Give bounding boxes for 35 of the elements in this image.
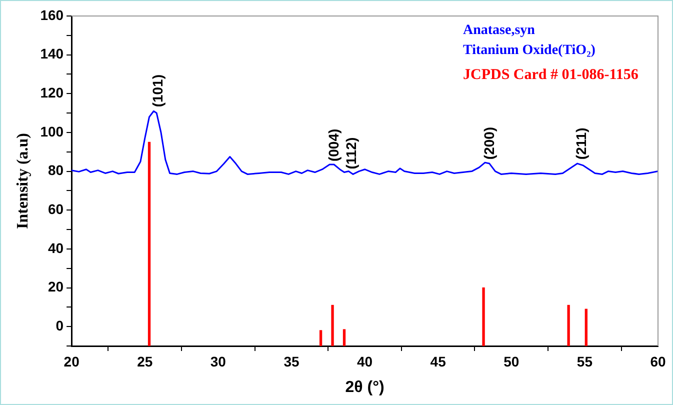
annotation: Titanium Oxide(TiO₂) xyxy=(463,42,596,60)
y-tick-label: 140 xyxy=(40,46,64,62)
bar xyxy=(342,329,346,346)
bar xyxy=(584,308,588,346)
x-tick-label: 30 xyxy=(210,353,226,370)
x-tick-label: 20 xyxy=(64,353,80,370)
x-tick-label: 35 xyxy=(284,353,300,370)
y-tick-label: 40 xyxy=(48,240,64,256)
text: JCPDS Card # 01-086-1156 xyxy=(463,66,638,85)
annotation: (112) xyxy=(343,137,360,170)
y-tick-label: 60 xyxy=(48,200,64,217)
bar xyxy=(319,330,322,346)
bar xyxy=(331,304,334,346)
annotation: (211) xyxy=(573,128,590,160)
x-tick-label: 40 xyxy=(356,353,373,370)
annotation: (200) xyxy=(480,126,497,160)
y-tick-label: 100 xyxy=(40,123,64,140)
y-tick-label: 20 xyxy=(48,278,64,295)
x-tick-label: 50 xyxy=(504,353,520,370)
x-tick-label: 55 xyxy=(576,353,593,370)
text: Anatase,syn xyxy=(463,22,536,40)
x-tick-label: 45 xyxy=(430,353,446,370)
y-tick-label: 0 xyxy=(56,317,64,334)
x-tick-label: 25 xyxy=(137,353,153,370)
y-tick-label: 160 xyxy=(40,6,64,23)
x-tick-label: 60 xyxy=(650,353,666,370)
y-axis-title: Intensity (a.u) xyxy=(14,132,32,230)
y-tick-label: 120 xyxy=(40,84,64,101)
annotation: (004) xyxy=(325,128,342,162)
x-axis-title: 2θ (°) xyxy=(345,378,384,396)
annotation: (101) xyxy=(150,74,166,108)
bar xyxy=(148,142,151,346)
y-tick-label: 80 xyxy=(48,162,64,178)
bar xyxy=(567,304,570,346)
bar xyxy=(482,287,485,346)
